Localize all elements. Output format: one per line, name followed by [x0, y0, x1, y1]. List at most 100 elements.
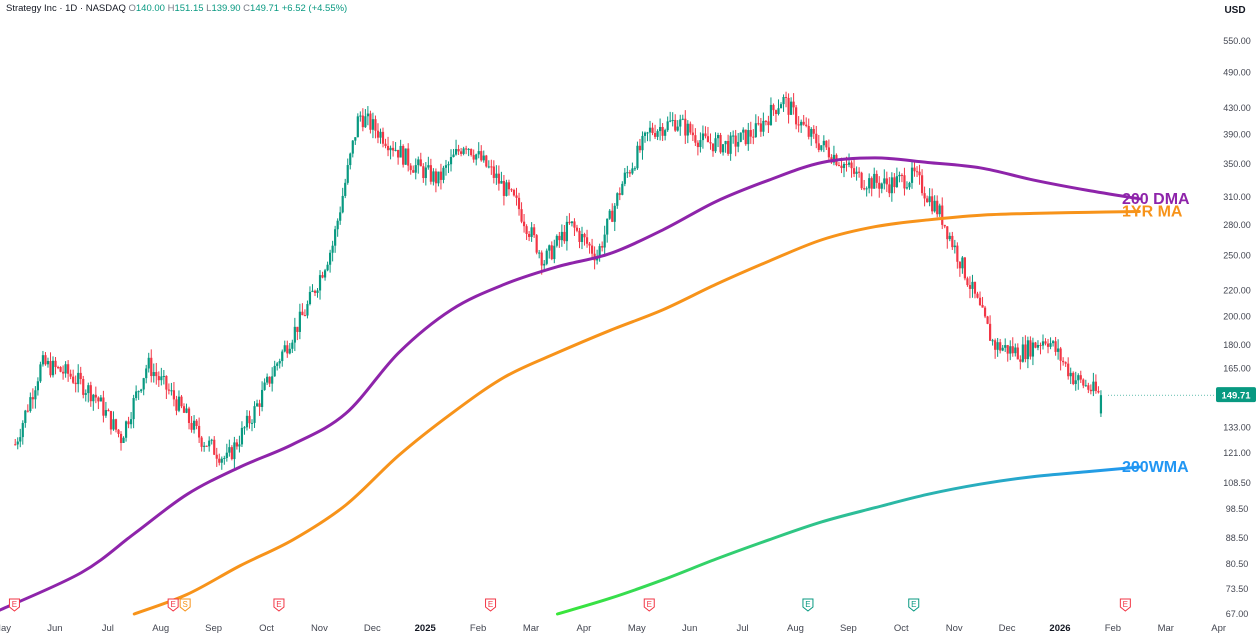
- candle-body: [339, 212, 342, 221]
- candle-body: [1054, 341, 1057, 352]
- candle-body: [46, 361, 50, 365]
- split-event-marker[interactable]: S: [179, 598, 191, 612]
- candle-body: [709, 142, 712, 144]
- candle-body: [102, 397, 105, 416]
- candle-body: [104, 410, 108, 416]
- high-value: 151.15: [174, 3, 204, 14]
- candle-body: [331, 245, 334, 253]
- candle-body: [550, 245, 553, 260]
- candle-body: [744, 129, 747, 145]
- candle-body: [109, 411, 113, 430]
- candle-body: [855, 171, 858, 174]
- earnings-event-marker[interactable]: E: [908, 598, 920, 612]
- candle-body: [69, 373, 72, 377]
- candle-body: [442, 167, 445, 180]
- price-axis[interactable]: USD 550.00 490.00 430.00 390.00 350.00 310.00 2…: [1108, 0, 1257, 637]
- candle-body: [548, 245, 551, 251]
- earnings-event-marker[interactable]: E: [485, 598, 497, 612]
- candle-body: [112, 419, 115, 430]
- candle-body: [36, 381, 39, 391]
- candle-body: [291, 342, 294, 349]
- candle-body: [505, 182, 508, 196]
- candle-body: [951, 235, 954, 248]
- candle-body: [1069, 372, 1072, 377]
- y-tick-label: 350.00: [1223, 159, 1251, 169]
- candle-body: [87, 385, 90, 394]
- candle-body: [349, 153, 352, 166]
- candle-body: [205, 445, 208, 447]
- candle-body: [742, 129, 745, 133]
- candle-body: [631, 168, 634, 174]
- candle-body: [130, 419, 133, 425]
- candle-body: [807, 125, 810, 137]
- candle-body: [329, 252, 332, 265]
- candle-body: [92, 394, 95, 402]
- x-tick-label: Apr: [1211, 623, 1226, 634]
- candle-body: [850, 162, 853, 169]
- candle-body: [250, 422, 254, 424]
- candle-body: [240, 427, 244, 445]
- close-value: 149.71: [250, 3, 280, 14]
- candle-body: [666, 121, 669, 131]
- candle-body: [361, 115, 364, 128]
- candle-body: [868, 178, 871, 189]
- y-tick-label: 310.00: [1223, 192, 1251, 202]
- candle-body: [97, 397, 100, 402]
- candle-body: [260, 389, 264, 407]
- candle-body: [1034, 342, 1037, 348]
- earnings-event-marker[interactable]: E: [1119, 598, 1131, 612]
- candle-body: [664, 130, 667, 136]
- earnings-event-marker[interactable]: E: [802, 598, 814, 612]
- candle-body: [679, 119, 682, 127]
- candle-body: [825, 140, 828, 148]
- candle-body: [145, 368, 148, 379]
- candle-body: [966, 278, 969, 286]
- candle-body: [528, 233, 531, 237]
- time-axis[interactable]: May Jun Jul Aug Sep Oct Nov Dec 2025 Feb Mar Apr May…: [0, 623, 1226, 634]
- candle-body: [613, 205, 616, 222]
- candle-body: [837, 165, 841, 167]
- candle-body: [711, 143, 715, 152]
- candle-body: [996, 342, 999, 350]
- candle-body: [1059, 348, 1062, 361]
- candle-body: [354, 137, 357, 141]
- candle-body: [424, 167, 427, 179]
- candle-body: [281, 351, 284, 362]
- earnings-event-marker[interactable]: E: [643, 598, 655, 612]
- candle-body: [1087, 385, 1090, 390]
- candle-body: [1031, 342, 1035, 357]
- candle-body: [72, 376, 75, 383]
- last-price-badge[interactable]: [1216, 387, 1256, 403]
- candle-body: [583, 234, 586, 238]
- candle-body: [747, 130, 750, 145]
- ma-lines-layer: [0, 156, 1141, 616]
- candle-body: [336, 220, 339, 230]
- candle-body: [1001, 347, 1004, 351]
- candle-body: [815, 133, 818, 144]
- candle-body: [500, 180, 503, 184]
- candle-body: [517, 197, 521, 210]
- currency-label[interactable]: USD: [1224, 5, 1245, 16]
- candle-body: [1026, 340, 1029, 360]
- candle-body: [472, 155, 475, 160]
- earnings-event-marker[interactable]: E: [167, 598, 179, 612]
- candle-body: [140, 389, 143, 392]
- candle-body: [653, 133, 657, 137]
- candle-body: [480, 151, 483, 161]
- candle-body: [107, 410, 110, 412]
- candle-body: [898, 174, 901, 177]
- candle-body: [893, 177, 896, 188]
- candle-body: [152, 372, 155, 377]
- earnings-event-marker[interactable]: E: [8, 598, 20, 612]
- candle-body: [772, 104, 775, 111]
- x-tick-label: Jul: [737, 623, 749, 634]
- candle-body: [721, 144, 725, 153]
- ma1yr-line: [132, 209, 1141, 616]
- earnings-event-marker[interactable]: E: [273, 598, 285, 612]
- candle-body: [1046, 343, 1050, 347]
- candle-body: [1099, 395, 1103, 414]
- candle-body: [1004, 345, 1007, 348]
- candle-body: [1082, 379, 1085, 386]
